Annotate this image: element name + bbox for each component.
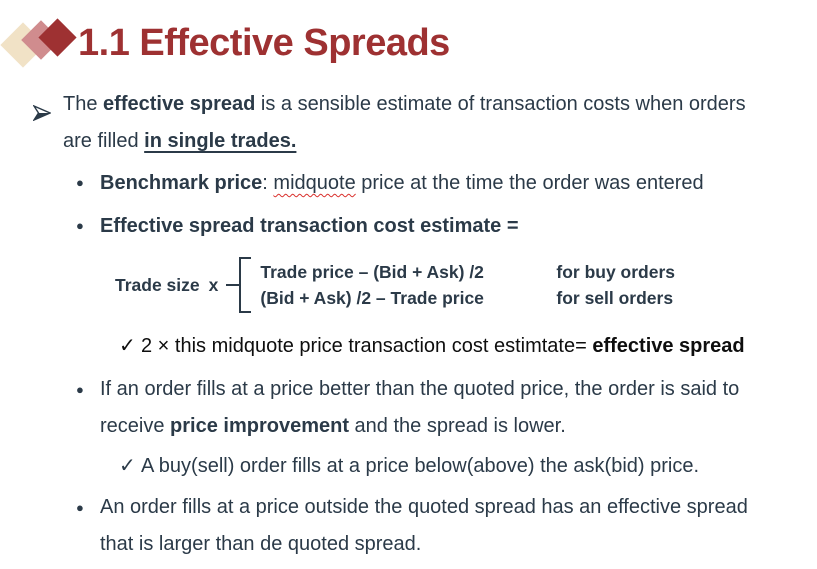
effective-spread-formula: Trade size x Trade price – (Bid + Ask) /2… — [115, 257, 807, 313]
bullet-benchmark-text: Benchmark price: midquote price at the t… — [100, 172, 704, 194]
bullet-estimate-text: Effective spread transaction cost estima… — [100, 215, 519, 237]
bullet-intro-text: The effective spread is a sensible estim… — [63, 93, 746, 152]
bullet-outside-spread-text: An order fills at a price outside the qu… — [100, 496, 748, 555]
bullet-estimate: ● Effective spread transaction cost esti… — [76, 211, 807, 241]
left-bracket-icon — [239, 257, 252, 313]
bullet-intro: The effective spread is a sensible estim… — [32, 86, 807, 160]
formula-lhs: Trade size x — [115, 274, 219, 295]
bullet-improvement-text: If an order fills at a price better than… — [100, 378, 740, 437]
formula-dash-line — [226, 283, 240, 287]
checkmark-icon: ✓ — [119, 335, 136, 357]
diamonds-logo-icon — [0, 11, 77, 75]
formula-case-sell: (Bid + Ask) /2 – Trade price for sell or… — [260, 286, 675, 310]
formula-expr-buy: Trade price – (Bid + Ask) /2 — [260, 262, 484, 282]
arrowhead-right-icon — [32, 97, 63, 134]
checkmark-icon: ✓ — [119, 455, 136, 477]
formula-cases: Trade price – (Bid + Ask) /2 for buy ord… — [260, 260, 675, 310]
formula-case-buy: Trade price – (Bid + Ask) /2 for buy ord… — [260, 260, 675, 284]
slide-body: The effective spread is a sensible estim… — [0, 86, 817, 563]
check-buy-sell-text: A buy(sell) order fills at a price below… — [141, 455, 700, 477]
bullet-benchmark: ● Benchmark price: midquote price at the… — [76, 168, 807, 198]
circle-bullet-icon: ● — [76, 500, 84, 515]
bullet-outside-spread: ● An order fills at a price outside the … — [76, 489, 807, 563]
check-buy-sell: ✓ A buy(sell) order fills at a price bel… — [119, 451, 807, 481]
circle-bullet-icon: ● — [76, 382, 84, 397]
formula-label-buy: for buy orders — [556, 262, 676, 282]
check-effective-spread: ✓ 2 × this midquote price transaction co… — [119, 331, 807, 361]
check-effective-spread-text: 2 × this midquote price transaction cost… — [141, 335, 745, 357]
circle-bullet-icon: ● — [76, 175, 84, 190]
slide-title: 1.1 Effective Spreads — [78, 21, 450, 64]
circle-bullet-icon: ● — [76, 218, 84, 233]
formula-expr-sell: (Bid + Ask) /2 – Trade price — [260, 288, 484, 308]
slide-header: 1.1 Effective Spreads — [0, 0, 817, 76]
formula-label-sell: for sell orders — [556, 288, 674, 308]
bullet-improvement: ● If an order fills at a price better th… — [76, 371, 807, 445]
